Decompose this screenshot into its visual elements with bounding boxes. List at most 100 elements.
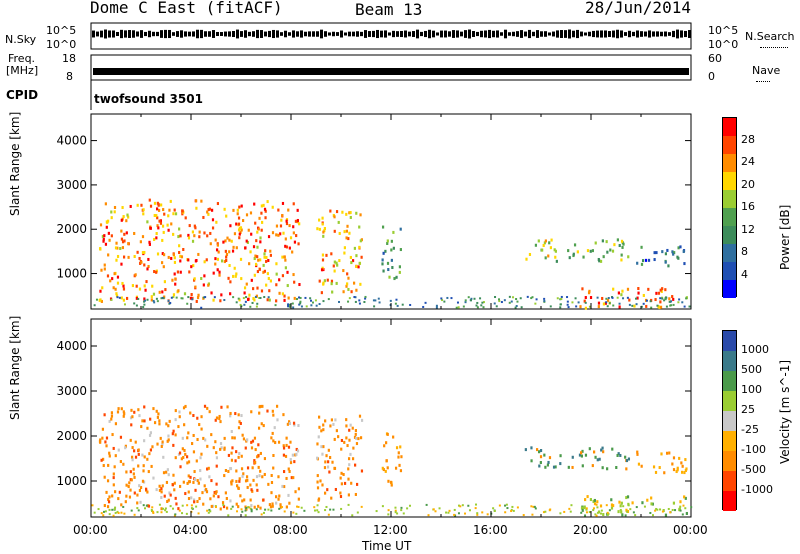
data-cell [266, 409, 269, 413]
data-cell [262, 203, 265, 207]
data-cell [357, 437, 360, 441]
data-cell [326, 278, 329, 282]
data-cell [227, 453, 231, 457]
data-cell [178, 484, 182, 488]
data-cell [158, 419, 161, 423]
data-cell [206, 406, 209, 410]
freq-band [93, 68, 689, 75]
radar-title: Dome C East (fitACF) [90, 0, 283, 17]
data-cell [595, 503, 598, 506]
data-cell [169, 493, 172, 497]
noise-bar [420, 31, 423, 37]
data-cell [237, 426, 241, 430]
data-cell [106, 274, 110, 278]
data-cell [616, 453, 619, 457]
data-cell [321, 216, 324, 220]
data-cell [187, 460, 191, 464]
data-cell [435, 306, 438, 309]
data-cell [624, 514, 627, 517]
data-cell [640, 305, 643, 308]
data-cell [133, 491, 136, 495]
data-cell [608, 509, 611, 512]
data-cell [382, 251, 385, 255]
data-cell [140, 260, 143, 264]
data-cell [339, 491, 342, 495]
data-cell [548, 241, 551, 245]
data-cell [148, 240, 151, 244]
data-cell [287, 208, 290, 212]
data-cell [427, 514, 430, 517]
data-cell [212, 494, 215, 498]
data-cell [99, 247, 102, 251]
data-cell [258, 216, 261, 220]
data-cell [164, 509, 167, 512]
data-cell [122, 298, 126, 302]
data-cell [142, 306, 145, 309]
data-cell [596, 458, 599, 462]
data-cell [664, 252, 668, 256]
data-cell [594, 513, 597, 516]
data-cell [250, 446, 254, 450]
data-cell [395, 446, 399, 450]
data-cell [244, 300, 247, 303]
noise-bar [644, 31, 647, 37]
data-cell [177, 235, 180, 239]
data-cell [122, 287, 126, 291]
data-cell [242, 437, 246, 441]
data-cell [158, 422, 161, 426]
data-cell [179, 259, 182, 263]
data-cell [114, 511, 117, 514]
data-cell [329, 455, 332, 459]
data-cell [382, 269, 385, 273]
data-cell [281, 213, 284, 217]
data-cell [289, 236, 293, 240]
data-cell [230, 482, 233, 486]
data-cell [116, 281, 120, 285]
data-cell [274, 441, 277, 445]
data-cell [303, 509, 306, 512]
data-cell [515, 298, 518, 301]
data-cell [151, 284, 154, 288]
data-cell [263, 207, 267, 211]
data-cell [146, 267, 149, 271]
data-cell [631, 501, 634, 505]
data-cell [126, 213, 129, 217]
data-cell [343, 246, 346, 250]
data-cell [117, 497, 120, 501]
data-cell [156, 442, 159, 446]
noise-bar [180, 30, 183, 38]
data-cell [289, 440, 292, 444]
data-cell [355, 442, 359, 446]
data-cell [241, 474, 244, 478]
noise-bar [292, 30, 295, 38]
data-cell [148, 198, 151, 202]
noise-bar [276, 30, 279, 38]
data-cell [325, 505, 328, 508]
data-cell [179, 234, 182, 238]
data-cell [350, 481, 353, 485]
data-cell [526, 295, 529, 298]
data-cell [157, 226, 160, 230]
data-cell [102, 514, 105, 517]
data-cell [234, 412, 237, 416]
data-cell [219, 507, 222, 511]
data-cell [284, 237, 287, 241]
data-cell [498, 298, 501, 301]
data-cell [125, 231, 128, 235]
noise-bar [380, 30, 383, 38]
data-cell [254, 295, 257, 298]
data-cell [333, 437, 336, 441]
data-cell [277, 440, 281, 444]
data-cell [146, 426, 149, 430]
data-cell [208, 475, 211, 479]
data-cell [110, 414, 114, 418]
data-cell [345, 236, 348, 240]
data-cell [225, 214, 228, 218]
data-cell [230, 507, 233, 510]
x-axis-label: Time UT [362, 539, 412, 553]
data-cell [651, 514, 654, 517]
data-cell [119, 247, 122, 251]
noise-bar [556, 30, 559, 38]
data-cell [260, 513, 263, 516]
